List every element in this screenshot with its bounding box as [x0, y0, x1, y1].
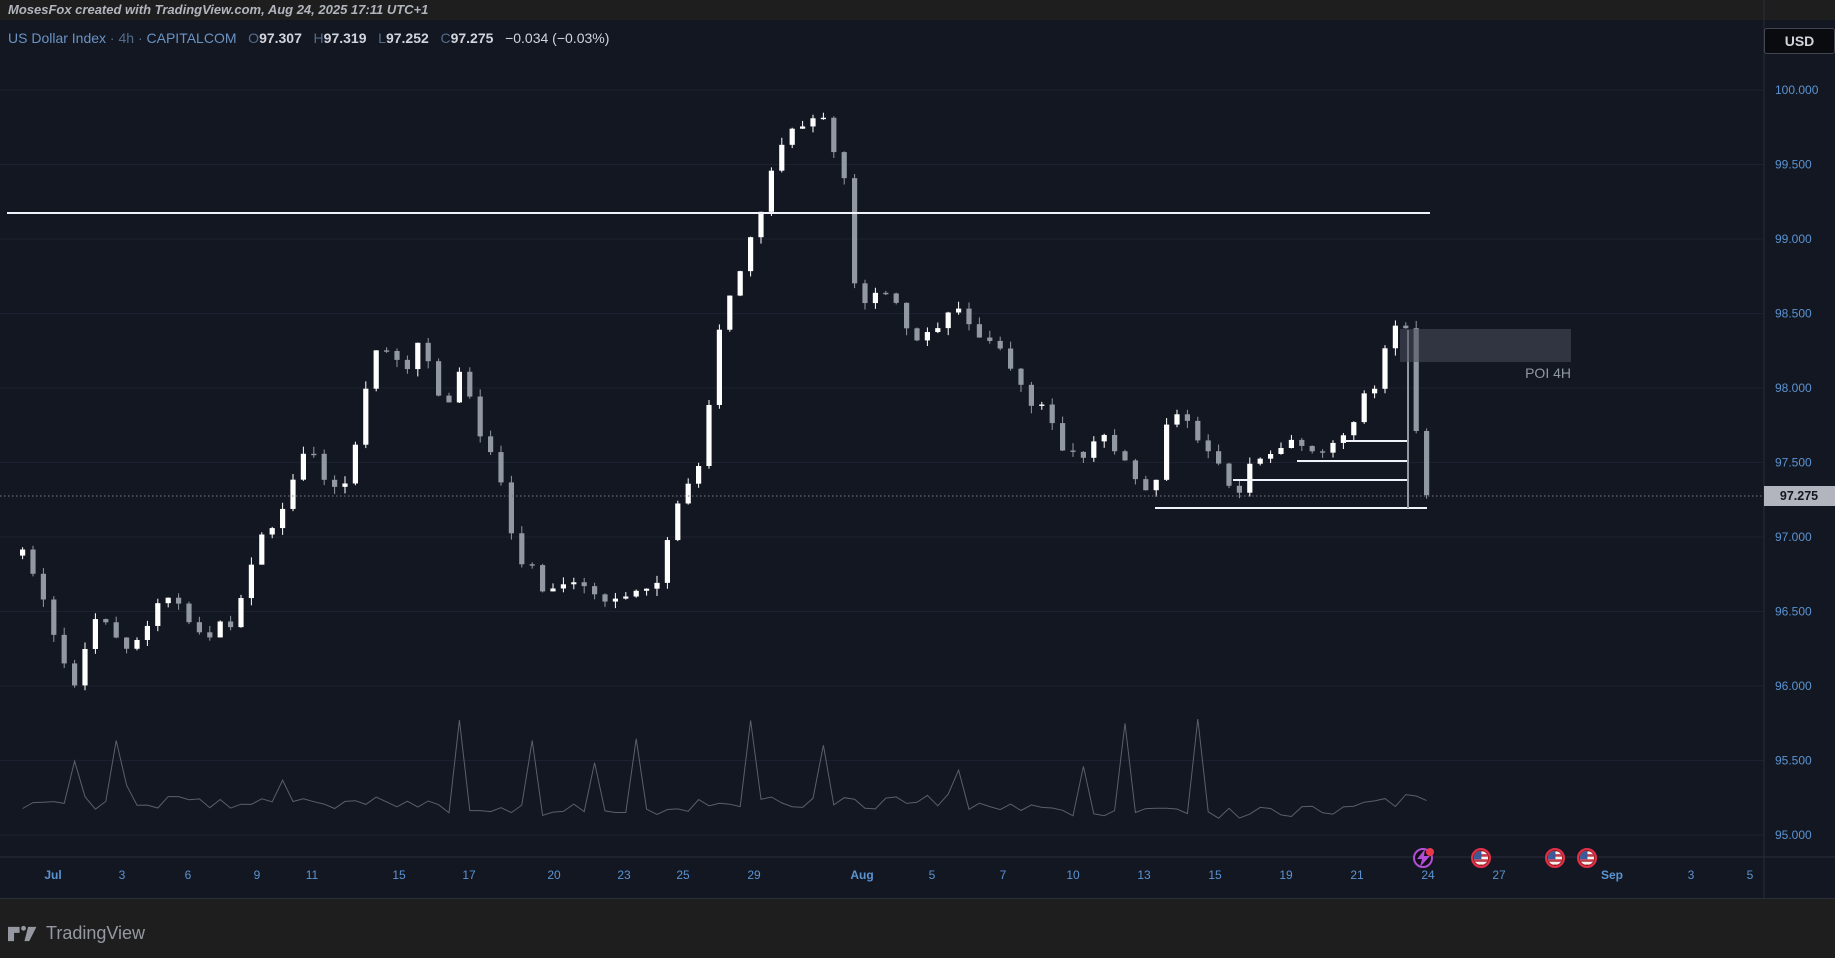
svg-text:29: 29 [747, 868, 761, 882]
svg-text:Jul: Jul [44, 868, 61, 882]
svg-text:95.000: 95.000 [1775, 828, 1812, 842]
svg-text:Sep: Sep [1601, 868, 1623, 882]
svg-text:15: 15 [392, 868, 406, 882]
svg-text:3: 3 [1688, 868, 1695, 882]
svg-text:3: 3 [119, 868, 126, 882]
svg-text:100.000: 100.000 [1775, 83, 1819, 97]
svg-text:97.275: 97.275 [1780, 489, 1818, 503]
svg-text:97.500: 97.500 [1775, 455, 1812, 469]
svg-text:11: 11 [306, 868, 319, 882]
svg-text:Aug: Aug [850, 868, 873, 882]
svg-text:20: 20 [547, 868, 561, 882]
svg-text:95.500: 95.500 [1775, 753, 1812, 767]
svg-text:96.500: 96.500 [1775, 604, 1812, 618]
svg-text:99.000: 99.000 [1775, 232, 1812, 246]
svg-text:7: 7 [1000, 868, 1007, 882]
svg-text:98.000: 98.000 [1775, 381, 1812, 395]
svg-text:27: 27 [1492, 868, 1506, 882]
svg-text:6: 6 [185, 868, 192, 882]
svg-text:10: 10 [1066, 868, 1080, 882]
svg-text:19: 19 [1279, 868, 1293, 882]
svg-text:24: 24 [1421, 868, 1435, 882]
svg-text:17: 17 [462, 868, 476, 882]
svg-text:25: 25 [676, 868, 690, 882]
svg-text:96.000: 96.000 [1775, 679, 1812, 693]
svg-text:13: 13 [1137, 868, 1151, 882]
svg-text:98.500: 98.500 [1775, 306, 1812, 320]
svg-text:99.500: 99.500 [1775, 157, 1812, 171]
svg-text:97.000: 97.000 [1775, 530, 1812, 544]
svg-text:21: 21 [1350, 868, 1364, 882]
svg-text:15: 15 [1208, 868, 1222, 882]
svg-text:23: 23 [617, 868, 631, 882]
svg-text:5: 5 [1747, 868, 1754, 882]
svg-text:5: 5 [929, 868, 936, 882]
svg-text:POI 4H: POI 4H [1525, 365, 1571, 381]
svg-text:9: 9 [254, 868, 261, 882]
